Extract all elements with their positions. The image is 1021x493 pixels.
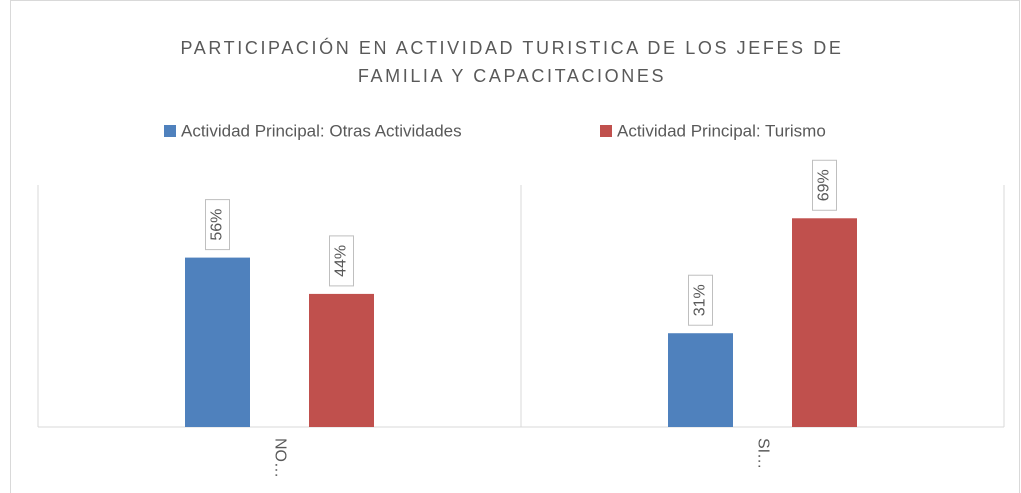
data-label-box	[812, 159, 837, 211]
legend-swatch	[600, 125, 612, 137]
x-tick-label: NO…	[271, 438, 288, 478]
data-label: 44%	[333, 245, 350, 277]
legend-label: Actividad Principal: Otras Actividades	[181, 121, 462, 140]
bar	[185, 257, 250, 427]
chart-title: PARTICIPACIÓN EN ACTIVIDAD TURISTICA DE …	[181, 37, 844, 58]
data-label-box	[205, 199, 230, 251]
data-label-box	[329, 235, 354, 287]
data-label: 69%	[816, 169, 833, 201]
bar	[792, 218, 857, 427]
data-label: 56%	[209, 209, 226, 241]
data-label-box	[688, 274, 713, 326]
x-tick-label: SI…	[754, 438, 771, 469]
chart-title: FAMILIA Y CAPACITACIONES	[358, 66, 666, 86]
bar	[668, 333, 733, 427]
legend-label: Actividad Principal: Turismo	[617, 121, 826, 140]
bar	[309, 293, 374, 427]
data-label: 31%	[692, 284, 709, 316]
legend-swatch	[164, 125, 176, 137]
